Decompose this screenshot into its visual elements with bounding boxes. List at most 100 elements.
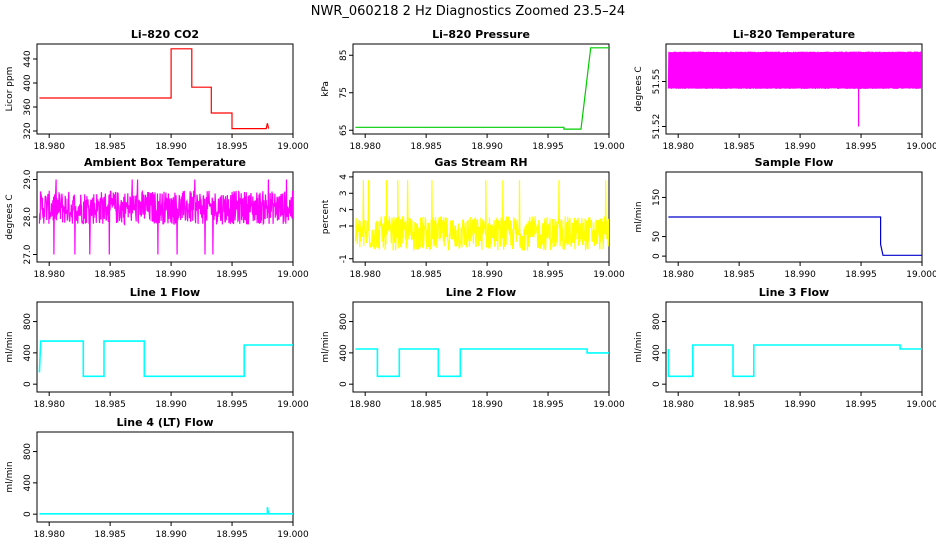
x-tick-label: 18.985 bbox=[410, 142, 442, 152]
x-tick-label: 19.000 bbox=[593, 400, 625, 410]
y-axis-label: ml/min bbox=[5, 331, 15, 362]
x-tick-label: 18.985 bbox=[94, 270, 126, 280]
x-tick-label: 18.980 bbox=[662, 270, 694, 280]
x-tick-label: 18.980 bbox=[33, 400, 65, 410]
panel-8: Line 2 Flow 18.980 18.985 18.990 18.995 19.00… bbox=[321, 286, 625, 410]
y-tick-label: 29.0 bbox=[23, 169, 33, 189]
x-tick-label: 18.985 bbox=[94, 530, 126, 540]
series-line bbox=[667, 344, 922, 378]
y-tick-label: 1 bbox=[339, 223, 349, 229]
x-tick-label: 18.990 bbox=[471, 270, 503, 280]
x-tick-label: 18.985 bbox=[410, 270, 442, 280]
x-tick-label: 18.990 bbox=[784, 400, 816, 410]
panel-title: Li–820 CO2 bbox=[131, 28, 199, 41]
x-tick-label: 18.980 bbox=[33, 530, 65, 540]
x-tick-label: 18.985 bbox=[723, 270, 755, 280]
y-tick-label: -1 bbox=[339, 254, 349, 263]
y-tick-label: 75 bbox=[339, 87, 349, 98]
plot-frame bbox=[36, 43, 294, 135]
x-tick-label: 19.000 bbox=[906, 270, 936, 280]
plot-frame bbox=[352, 301, 610, 393]
x-tick-label: 18.990 bbox=[155, 270, 187, 280]
x-tick-label: 18.995 bbox=[845, 270, 877, 280]
x-tick-label: 18.990 bbox=[471, 142, 503, 152]
y-tick-label: 51.52 bbox=[652, 114, 662, 140]
y-tick-label: 50 bbox=[652, 231, 662, 243]
x-tick-label: 19.000 bbox=[277, 270, 309, 280]
series-line bbox=[38, 340, 293, 378]
x-tick-label: 18.980 bbox=[662, 142, 694, 152]
panel-1: Li–820 CO2 18.980 18.985 18.990 18.995 19.000… bbox=[5, 28, 309, 152]
x-tick-label: 18.985 bbox=[723, 142, 755, 152]
series-line bbox=[668, 216, 922, 256]
series-line bbox=[39, 48, 270, 130]
x-tick-label: 18.990 bbox=[784, 270, 816, 280]
plot-frame bbox=[36, 431, 294, 523]
series-line bbox=[39, 506, 293, 515]
x-tick-label: 18.980 bbox=[33, 142, 65, 152]
y-axis-label: ml/min bbox=[634, 201, 644, 232]
panel-5: Gas Stream RH 18.980 18.985 18.990 18.995 19.… bbox=[321, 156, 625, 280]
x-tick-label: 18.980 bbox=[33, 270, 65, 280]
y-tick-label: 0 bbox=[339, 381, 349, 387]
panel-7: Line 1 Flow 18.980 18.985 18.990 18.995 19.00… bbox=[5, 286, 309, 410]
y-tick-label: 400 bbox=[652, 344, 662, 361]
y-tick-label: 0 bbox=[652, 253, 662, 259]
panel-title: Ambient Box Temperature bbox=[84, 156, 246, 169]
x-tick-label: 18.990 bbox=[155, 530, 187, 540]
y-axis-label: degrees C bbox=[5, 194, 15, 239]
y-tick-label: 360 bbox=[23, 98, 33, 115]
y-tick-label: 800 bbox=[339, 313, 349, 330]
x-tick-label: 18.980 bbox=[349, 142, 381, 152]
x-tick-label: 18.985 bbox=[94, 142, 126, 152]
plot-frame bbox=[665, 43, 923, 135]
panel-title: Line 1 Flow bbox=[130, 286, 200, 299]
y-tick-label: 0 bbox=[23, 381, 33, 387]
x-tick-label: 18.990 bbox=[155, 142, 187, 152]
y-tick-label: 400 bbox=[23, 74, 33, 91]
y-tick-label: 28.0 bbox=[23, 207, 33, 227]
series-line bbox=[354, 180, 609, 252]
y-axis-label: ml/min bbox=[5, 461, 15, 492]
y-tick-label: 0 bbox=[652, 381, 662, 387]
x-tick-label: 18.985 bbox=[723, 400, 755, 410]
x-tick-label: 18.990 bbox=[155, 400, 187, 410]
x-tick-label: 19.000 bbox=[906, 400, 936, 410]
panel-6: Sample Flow 18.980 18.985 18.990 18.995 19.00… bbox=[634, 156, 936, 280]
panel-title: Li–820 Pressure bbox=[432, 28, 530, 41]
panel-title: Sample Flow bbox=[755, 156, 834, 169]
x-tick-label: 19.000 bbox=[593, 270, 625, 280]
plot-frame bbox=[665, 171, 923, 263]
panel-title: Li–820 Temperature bbox=[733, 28, 855, 41]
plot-frame bbox=[352, 43, 610, 135]
panel-title: Line 2 Flow bbox=[446, 286, 516, 299]
panel-title: Line 3 Flow bbox=[759, 286, 829, 299]
series-line bbox=[355, 47, 609, 130]
y-axis-label: ml/min bbox=[321, 331, 331, 362]
y-tick-label: 27.0 bbox=[23, 244, 33, 264]
x-tick-label: 18.990 bbox=[471, 400, 503, 410]
x-tick-label: 19.000 bbox=[277, 530, 309, 540]
x-tick-label: 18.990 bbox=[784, 142, 816, 152]
panel-4: Ambient Box Temperature 18.980 18.985 18.99… bbox=[5, 156, 309, 280]
y-axis-label: degrees C bbox=[634, 66, 644, 111]
y-tick-label: 3 bbox=[339, 190, 349, 196]
panel-2: Li–820 Pressure 18.980 18.985 18.990 18.995 1… bbox=[321, 28, 625, 152]
x-tick-label: 18.995 bbox=[532, 142, 564, 152]
y-axis-label: ml/min bbox=[634, 331, 644, 362]
x-tick-label: 18.995 bbox=[532, 400, 564, 410]
y-axis-label: Licor ppm bbox=[5, 67, 15, 112]
x-tick-label: 18.995 bbox=[845, 142, 877, 152]
y-tick-label: 2 bbox=[339, 207, 349, 213]
y-tick-label: 320 bbox=[23, 122, 33, 139]
x-tick-label: 18.995 bbox=[216, 270, 248, 280]
x-tick-label: 18.985 bbox=[94, 400, 126, 410]
series-line bbox=[38, 179, 293, 255]
plot-frame bbox=[352, 171, 610, 263]
x-tick-label: 18.980 bbox=[349, 400, 381, 410]
x-tick-label: 19.000 bbox=[593, 142, 625, 152]
y-tick-label: 800 bbox=[652, 313, 662, 330]
panel-3: Li–820 Temperature 18.980 18.985 18.990 18.9… bbox=[634, 28, 936, 152]
panel-10: Line 4 (LT) Flow 18.980 18.985 18.990 18.995… bbox=[5, 416, 309, 540]
